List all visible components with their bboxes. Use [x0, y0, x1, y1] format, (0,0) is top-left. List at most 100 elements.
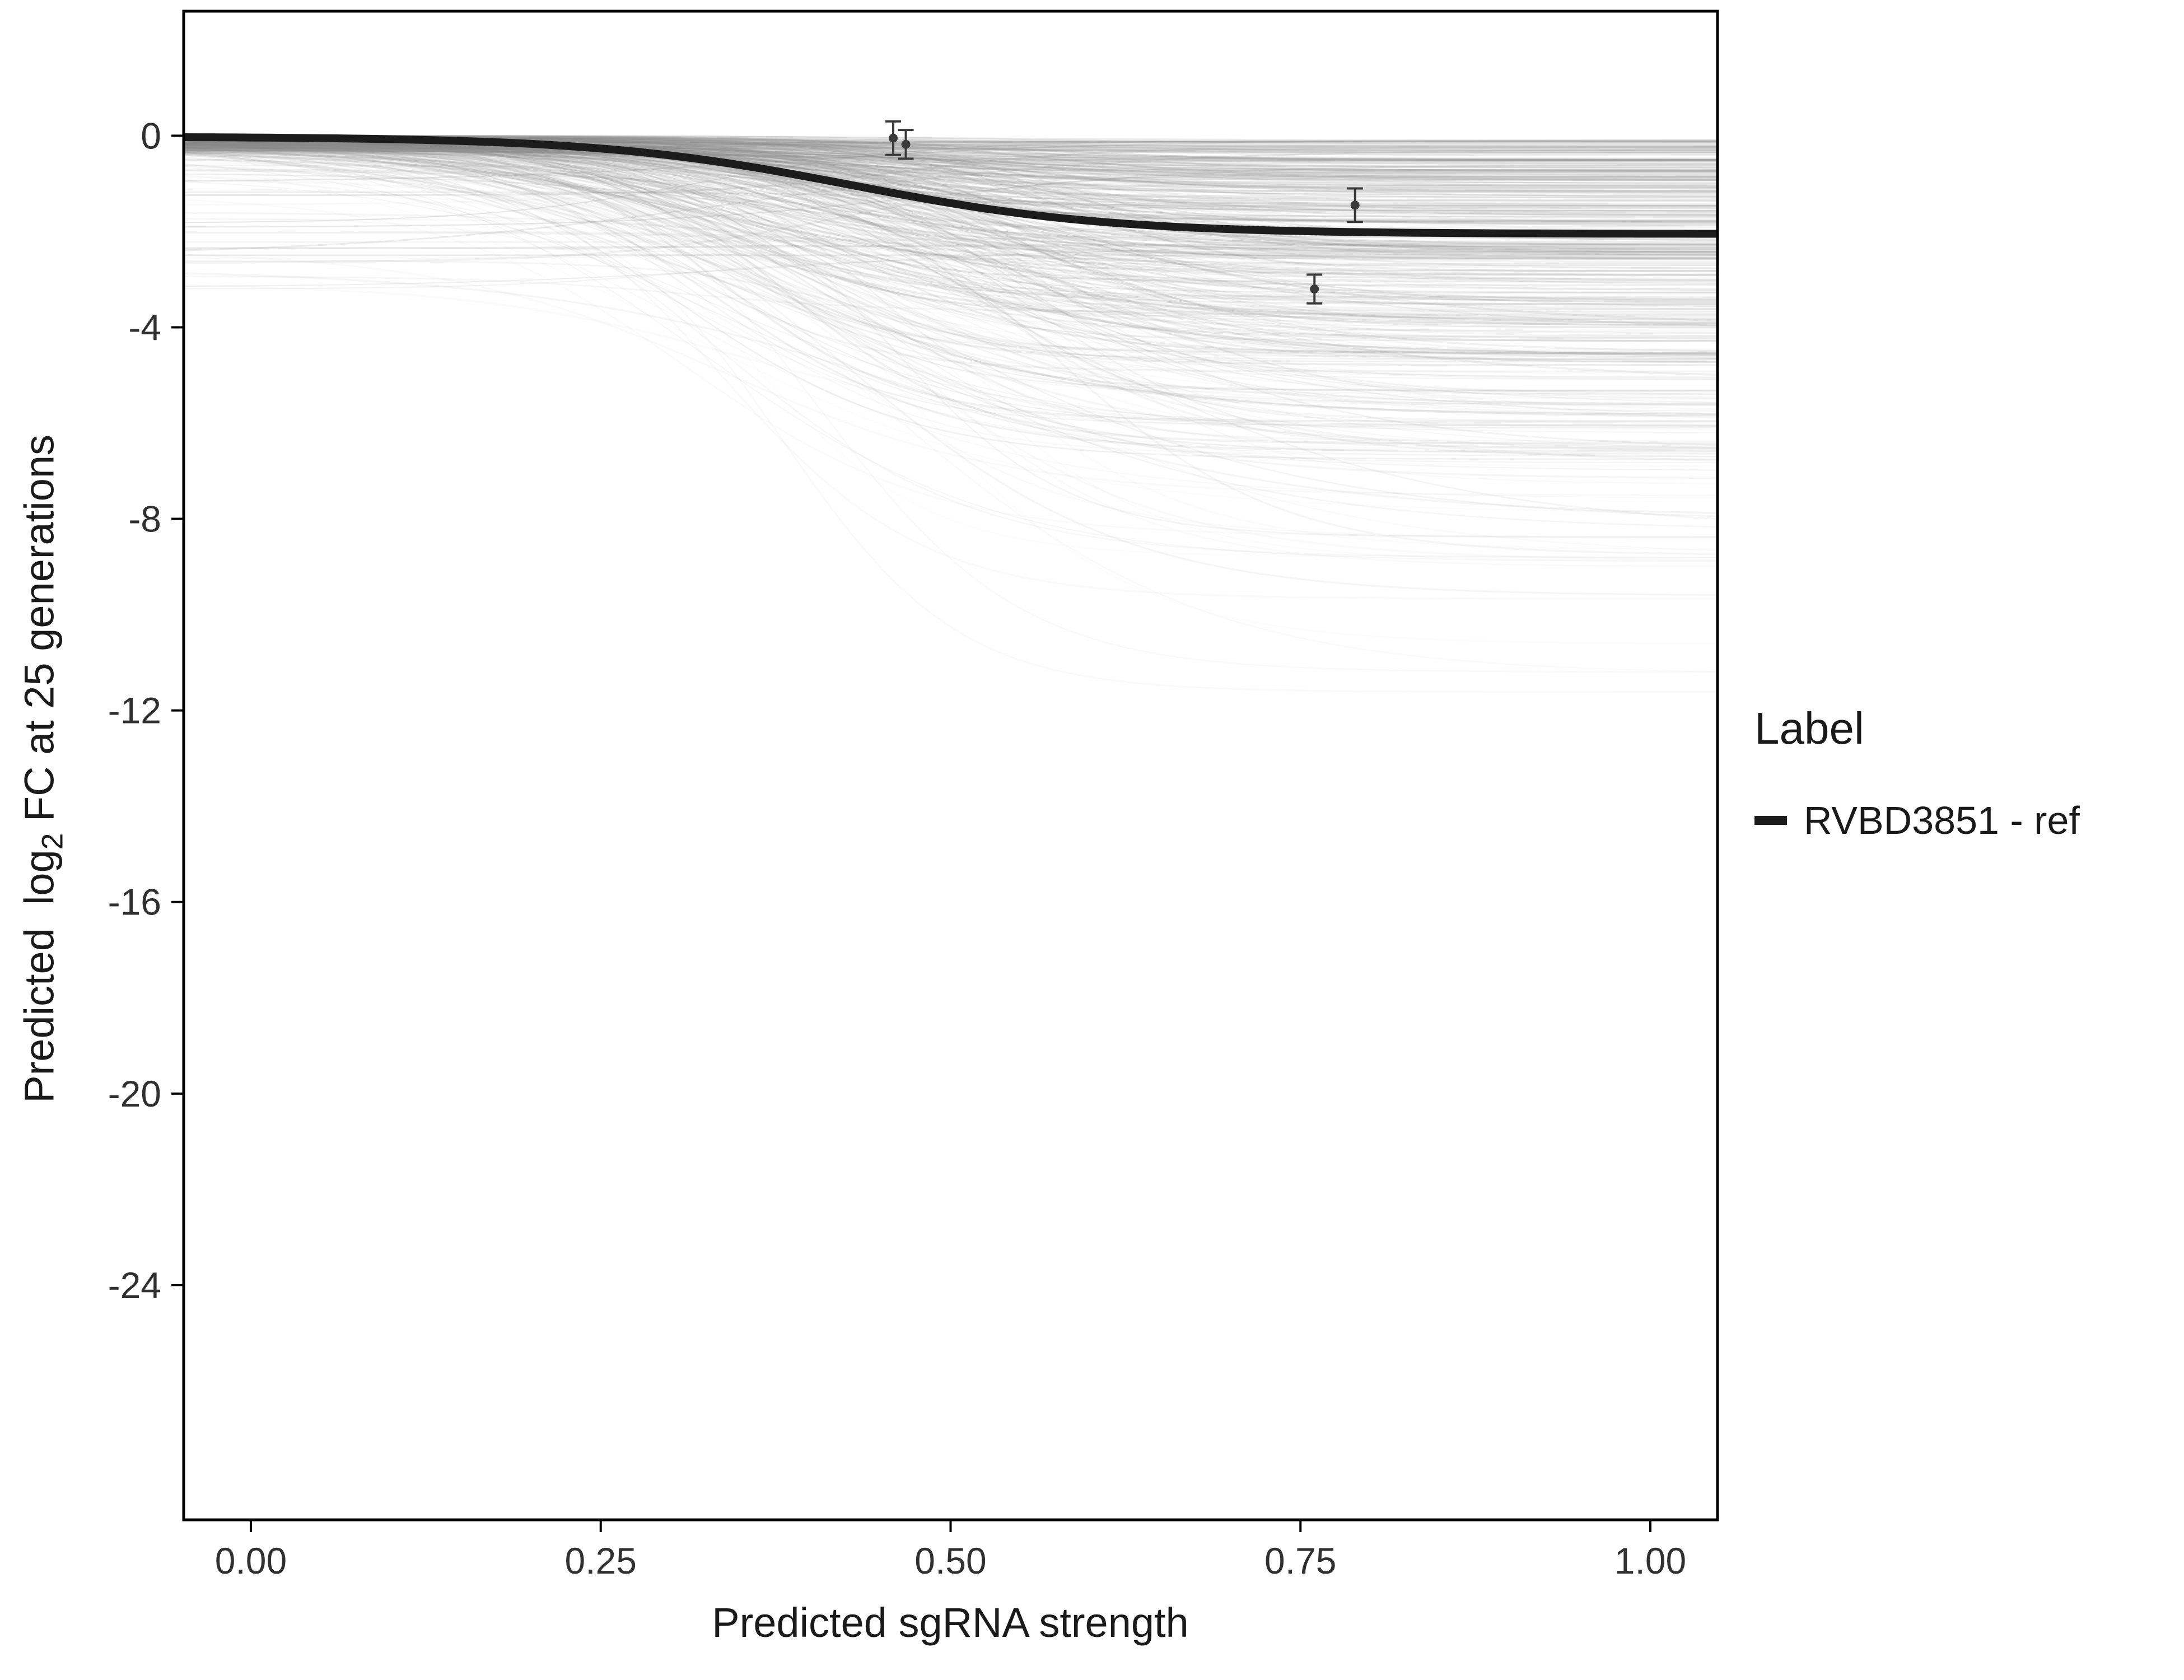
background-curve: [184, 137, 1718, 281]
background-curve: [184, 151, 1718, 282]
background-curve: [184, 138, 1718, 266]
background-curve: [184, 141, 1718, 281]
background-curve: [184, 138, 1718, 360]
background-curve: [184, 144, 1718, 172]
x-tick-label: 0.50: [914, 1540, 986, 1581]
background-curve: [184, 147, 1718, 199]
y-tick-label: -8: [128, 498, 161, 540]
background-curve: [184, 150, 1718, 171]
background-curve: [184, 146, 1718, 239]
background-curve: [184, 248, 1718, 311]
background-curve: [184, 143, 1718, 351]
background-curve: [184, 152, 1718, 324]
background-curve: [184, 149, 1718, 322]
background-curve: [184, 145, 1718, 272]
background-curve: [184, 142, 1718, 326]
background-curve: [184, 139, 1718, 226]
background-curve: [184, 148, 1718, 520]
background-curve: [184, 151, 1718, 202]
background-curve: [184, 148, 1718, 251]
legend-key-line-icon: [1754, 816, 1787, 825]
background-curve: [184, 144, 1718, 250]
background-curve: [184, 140, 1718, 151]
background-curve: [184, 276, 1718, 313]
background-curve: [184, 144, 1718, 305]
background-curve: [184, 151, 1718, 458]
background-curve: [184, 143, 1718, 454]
background-curve: [184, 146, 1718, 259]
background-curve: [184, 149, 1718, 192]
background-curve: [184, 143, 1718, 181]
background-curve: [184, 147, 1718, 410]
background-curve: [184, 138, 1718, 326]
background-curve: [184, 150, 1718, 181]
background-curve: [184, 147, 1718, 169]
background-curve: [184, 147, 1718, 231]
background-curve: [184, 143, 1718, 394]
background-curve: [184, 146, 1718, 192]
background-curve: [184, 173, 1718, 248]
background-curve: [184, 144, 1718, 214]
background-curve: [184, 139, 1718, 294]
background-curve: [184, 134, 1718, 142]
background-curve: [184, 153, 1718, 334]
background-curve: [184, 143, 1718, 356]
background-curve: [184, 148, 1718, 419]
background-curve: [184, 150, 1718, 367]
background-curve: [184, 141, 1718, 208]
background-curve: [184, 146, 1718, 315]
background-curve: [184, 143, 1718, 452]
background-curve: [184, 151, 1718, 458]
background-curve: [184, 139, 1718, 318]
background-curve: [184, 139, 1718, 596]
background-curve: [184, 143, 1718, 449]
background-curve: [184, 134, 1718, 172]
background-curve: [184, 143, 1718, 217]
background-curve: [184, 257, 1718, 290]
background-curve: [184, 144, 1718, 196]
background-curve: [184, 148, 1718, 193]
background-curve: [184, 147, 1718, 291]
y-axis-title: Predicted log2 FC at 25 generations: [0, 435, 117, 1149]
background-curve: [184, 148, 1718, 303]
background-curve: [184, 144, 1718, 212]
background-curve: [184, 140, 1718, 303]
background-curve: [184, 231, 1718, 256]
background-curve: [184, 244, 1718, 250]
background-curve: [184, 141, 1718, 254]
background-curve: [184, 164, 1718, 416]
background-curve: [184, 148, 1718, 216]
background-curve: [184, 143, 1718, 256]
background-curve: [184, 170, 1718, 215]
y-tick-label: -24: [108, 1264, 161, 1306]
data-point: [889, 133, 898, 143]
background-curve: [184, 245, 1718, 287]
background-curve: [184, 144, 1718, 415]
background-curve: [184, 144, 1718, 246]
background-curve: [184, 142, 1718, 197]
background-curve: [184, 146, 1718, 187]
x-tick-label: 0.25: [564, 1540, 636, 1581]
background-curve: [184, 137, 1718, 416]
background-curve: [184, 144, 1718, 353]
background-curve: [184, 137, 1718, 310]
background-curve: [184, 139, 1718, 182]
background-curve: [184, 160, 1718, 380]
background-curve: [184, 139, 1718, 223]
background-curve: [184, 147, 1718, 279]
background-curve: [184, 141, 1718, 362]
background-curve: [184, 135, 1718, 180]
background-curve: [184, 144, 1718, 253]
background-curve: [184, 217, 1718, 456]
background-curve: [184, 142, 1718, 210]
background-curve: [184, 147, 1718, 552]
background-curve: [184, 137, 1718, 267]
y-tick-label: -4: [128, 306, 161, 348]
background-curve: [184, 188, 1718, 693]
background-curve: [184, 138, 1718, 391]
background-curve: [184, 143, 1718, 178]
background-curve: [184, 142, 1718, 293]
x-tick-label: 1.00: [1614, 1540, 1686, 1581]
background-curve: [184, 175, 1718, 406]
background-curve: [184, 146, 1718, 171]
